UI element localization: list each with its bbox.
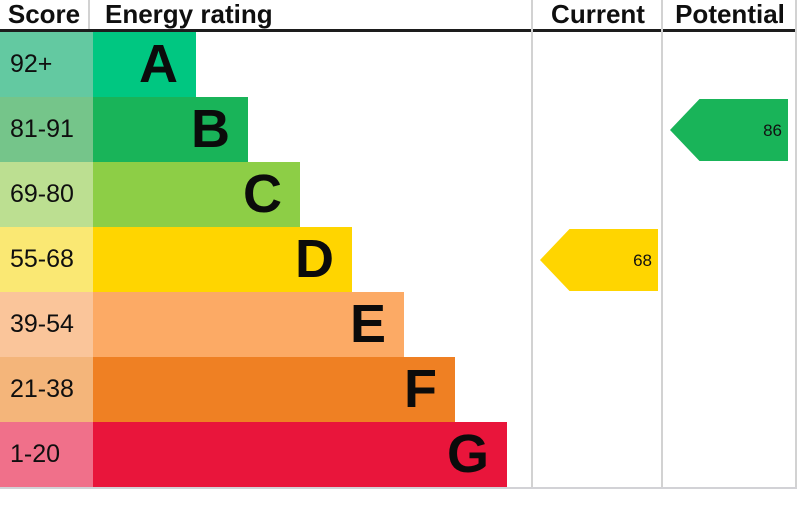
column-line-current-left bbox=[531, 0, 533, 487]
score-range-F: 21-38 bbox=[0, 357, 93, 422]
band-letter-A: A bbox=[139, 33, 178, 94]
score-range-D: 55-68 bbox=[0, 227, 93, 292]
score-range-A: 92+ bbox=[0, 32, 93, 97]
header-row: Score Energy rating Current Potential bbox=[0, 0, 797, 32]
band-letter-E: E bbox=[349, 293, 386, 354]
header-current: Current bbox=[551, 0, 645, 29]
header-energy-rating: Energy rating bbox=[105, 0, 273, 29]
band-letter-B: B bbox=[191, 98, 230, 159]
header-divider bbox=[88, 0, 90, 29]
score-range-B: 81-91 bbox=[0, 97, 93, 162]
bands-area: 92+ A 81-91 B 69-80 C 55-68 D 39-54 E 21-38 F 1-20 G bbox=[0, 32, 797, 487]
current-rating-value: 68 bbox=[633, 250, 652, 270]
band-bar-F: F bbox=[93, 357, 455, 422]
band-bar-D: D bbox=[93, 227, 352, 292]
band-letter-C: C bbox=[243, 163, 282, 224]
band-row-F: 21-38 F bbox=[0, 357, 797, 422]
score-range-E: 39-54 bbox=[0, 292, 93, 357]
band-letter-D: D bbox=[295, 228, 334, 289]
score-range-C: 69-80 bbox=[0, 162, 93, 227]
band-row-C: 69-80 C bbox=[0, 162, 797, 227]
band-bar-C: C bbox=[93, 162, 300, 227]
band-row-B: 81-91 B bbox=[0, 97, 797, 162]
band-bar-G: G bbox=[93, 422, 507, 487]
score-range-G: 1-20 bbox=[0, 422, 93, 487]
potential-rating-value: 86 bbox=[763, 120, 782, 140]
potential-rating-arrow: 86 bbox=[670, 99, 788, 161]
band-bar-E: E bbox=[93, 292, 404, 357]
chart-bottom-border bbox=[0, 487, 797, 489]
band-bar-A: A bbox=[93, 32, 196, 97]
band-bar-B: B bbox=[93, 97, 248, 162]
header-potential: Potential bbox=[675, 0, 785, 29]
band-letter-G: G bbox=[446, 423, 489, 484]
band-row-D: 55-68 D bbox=[0, 227, 797, 292]
band-row-A: 92+ A bbox=[0, 32, 797, 97]
column-line-potential-left bbox=[661, 0, 663, 487]
band-row-E: 39-54 E bbox=[0, 292, 797, 357]
column-line-right-border bbox=[795, 0, 797, 487]
current-rating-arrow: 68 bbox=[540, 229, 658, 291]
band-letter-F: F bbox=[404, 358, 437, 419]
header-score: Score bbox=[7, 0, 81, 29]
band-row-G: 1-20 G bbox=[0, 422, 797, 487]
